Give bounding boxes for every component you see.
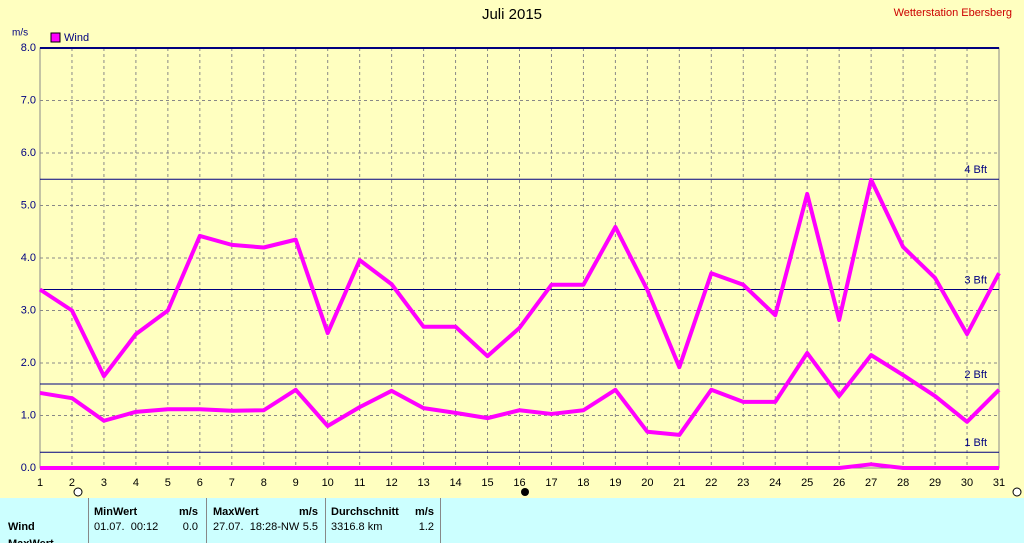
separator (440, 498, 441, 543)
row-label: MaxWert (8, 538, 54, 543)
wind-line (38, 177, 1001, 379)
beaufort-label: 1 Bft (964, 437, 987, 449)
column-header: m/s (299, 506, 318, 518)
x-tick-label: 6 (197, 477, 203, 489)
x-tick-label: 29 (929, 477, 941, 489)
cell: 0.0 (182, 521, 198, 533)
x-tick-label: 4 (133, 477, 139, 489)
x-tick-label: 21 (673, 477, 685, 489)
x-tick-label: 9 (293, 477, 299, 489)
y-axis-label: m/s (12, 28, 28, 39)
x-tick-label: 1 (37, 477, 43, 489)
beaufort-label: 4 Bft (964, 164, 987, 176)
column-header: MaxWert (213, 506, 259, 518)
cell: 01.07. 00:12 (94, 521, 159, 533)
x-tick-label: 30 (961, 477, 973, 489)
x-tick-label: 17 (545, 477, 557, 489)
y-tick-label: 0.0 (21, 462, 36, 474)
x-tick-label: 15 (481, 477, 493, 489)
x-tick-label: 18 (577, 477, 589, 489)
x-tick-label: 20 (641, 477, 653, 489)
x-tick-label: 27 (865, 477, 877, 489)
x-tick-label: 13 (417, 477, 429, 489)
column-header: Durchschnitt (331, 506, 399, 518)
wind-line (40, 462, 999, 470)
y-tick-label: 8.0 (21, 42, 36, 54)
y-tick-label: 4.0 (21, 252, 36, 264)
y-tick-label: 5.0 (21, 199, 36, 211)
x-tick-label: 24 (769, 477, 781, 489)
x-tick-label: 31 (993, 477, 1005, 489)
beaufort-label: 2 Bft (964, 369, 987, 381)
cell: 27.07. 18:28-NW (213, 521, 300, 533)
column-header: m/s (415, 506, 434, 518)
cell: 1.2 (418, 521, 434, 533)
marker (521, 488, 529, 496)
x-tick-label: 28 (897, 477, 909, 489)
y-tick-label: 1.0 (21, 409, 36, 421)
column-header: MinWert (94, 506, 138, 518)
x-tick-label: 23 (737, 477, 749, 489)
x-tick-label: 12 (386, 477, 398, 489)
column-header: m/s (179, 506, 198, 518)
y-tick-label: 7.0 (21, 94, 36, 106)
stats-table: MinWert m/s MaxWert m/s Durchschnitt m/s Wind 0… (0, 498, 1024, 543)
x-tick-label: 22 (705, 477, 717, 489)
x-tick-label: 3 (101, 477, 107, 489)
legend-swatch (50, 32, 61, 43)
x-tick-label: 25 (801, 477, 813, 489)
x-tick-label: 16 (513, 477, 525, 489)
y-tick-label: 3.0 (21, 304, 36, 316)
wind-line (39, 351, 1001, 437)
separator (88, 498, 89, 543)
x-tick-label: 14 (449, 477, 461, 489)
x-tick-label: 7 (229, 477, 235, 489)
cell: 5.5 (302, 521, 318, 533)
separator (206, 498, 207, 543)
beaufort-label: 3 Bft (964, 274, 987, 286)
row-label: Wind (8, 521, 35, 533)
x-tick-label: 11 (354, 477, 365, 489)
x-tick-label: 10 (322, 477, 334, 489)
legend-label: Wind (64, 32, 89, 44)
x-tick-label: 19 (609, 477, 621, 489)
station-name: Wetterstation Ebersberg (894, 7, 1012, 19)
x-tick-label: 2 (69, 477, 75, 489)
marker (73, 487, 83, 497)
x-tick-label: 8 (261, 477, 267, 489)
chart-title: Juli 2015 (482, 6, 542, 23)
y-tick-label: 2.0 (21, 357, 36, 369)
y-tick-label: 6.0 (21, 147, 36, 159)
chart: Juli 2015 Wetterstation Ebersberg m/s Wi… (12, 6, 1022, 497)
separator (325, 498, 326, 543)
x-tick-label: 26 (833, 477, 845, 489)
marker (1012, 487, 1022, 497)
cell: 3316.8 km (331, 521, 383, 533)
x-tick-label: 5 (165, 477, 171, 489)
